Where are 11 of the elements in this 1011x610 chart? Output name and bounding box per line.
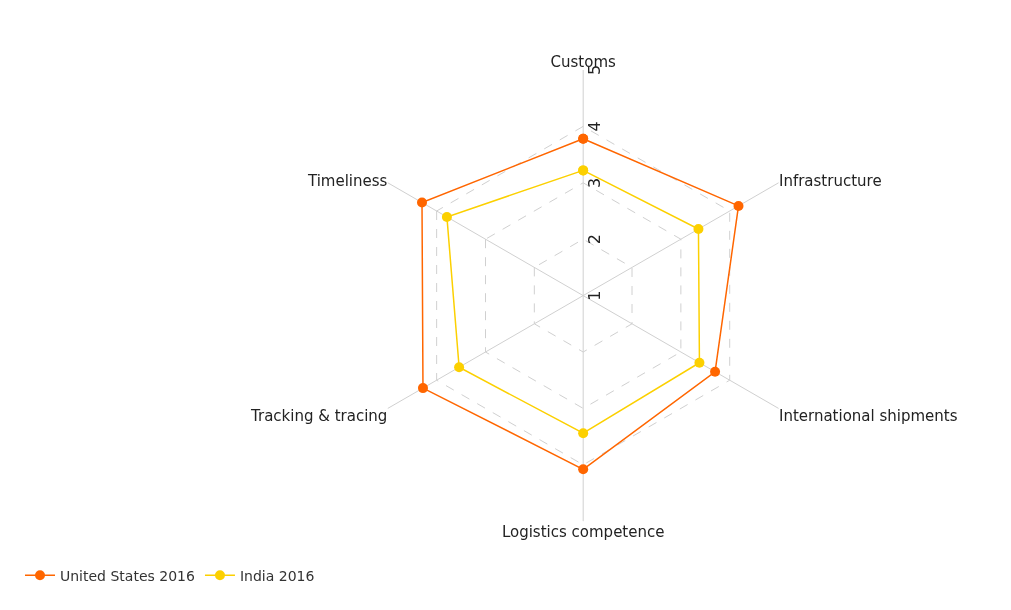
spoke-label: Timeliness (306, 171, 388, 190)
legend-label: India 2016 (239, 567, 315, 584)
spoke-label: Infrastructure (778, 171, 882, 190)
y-tick-label: 1 (584, 290, 604, 301)
spoke-label: Tracking & tracing (250, 406, 388, 425)
spoke-label: International shipments (778, 406, 958, 425)
y-tick-label: 3 (584, 177, 604, 188)
legend-label: United States 2016 (60, 567, 195, 584)
y-tick-label: 4 (584, 121, 604, 132)
spoke-label: Logistics competence (501, 522, 665, 541)
y-tick-label: 2 (584, 234, 604, 245)
